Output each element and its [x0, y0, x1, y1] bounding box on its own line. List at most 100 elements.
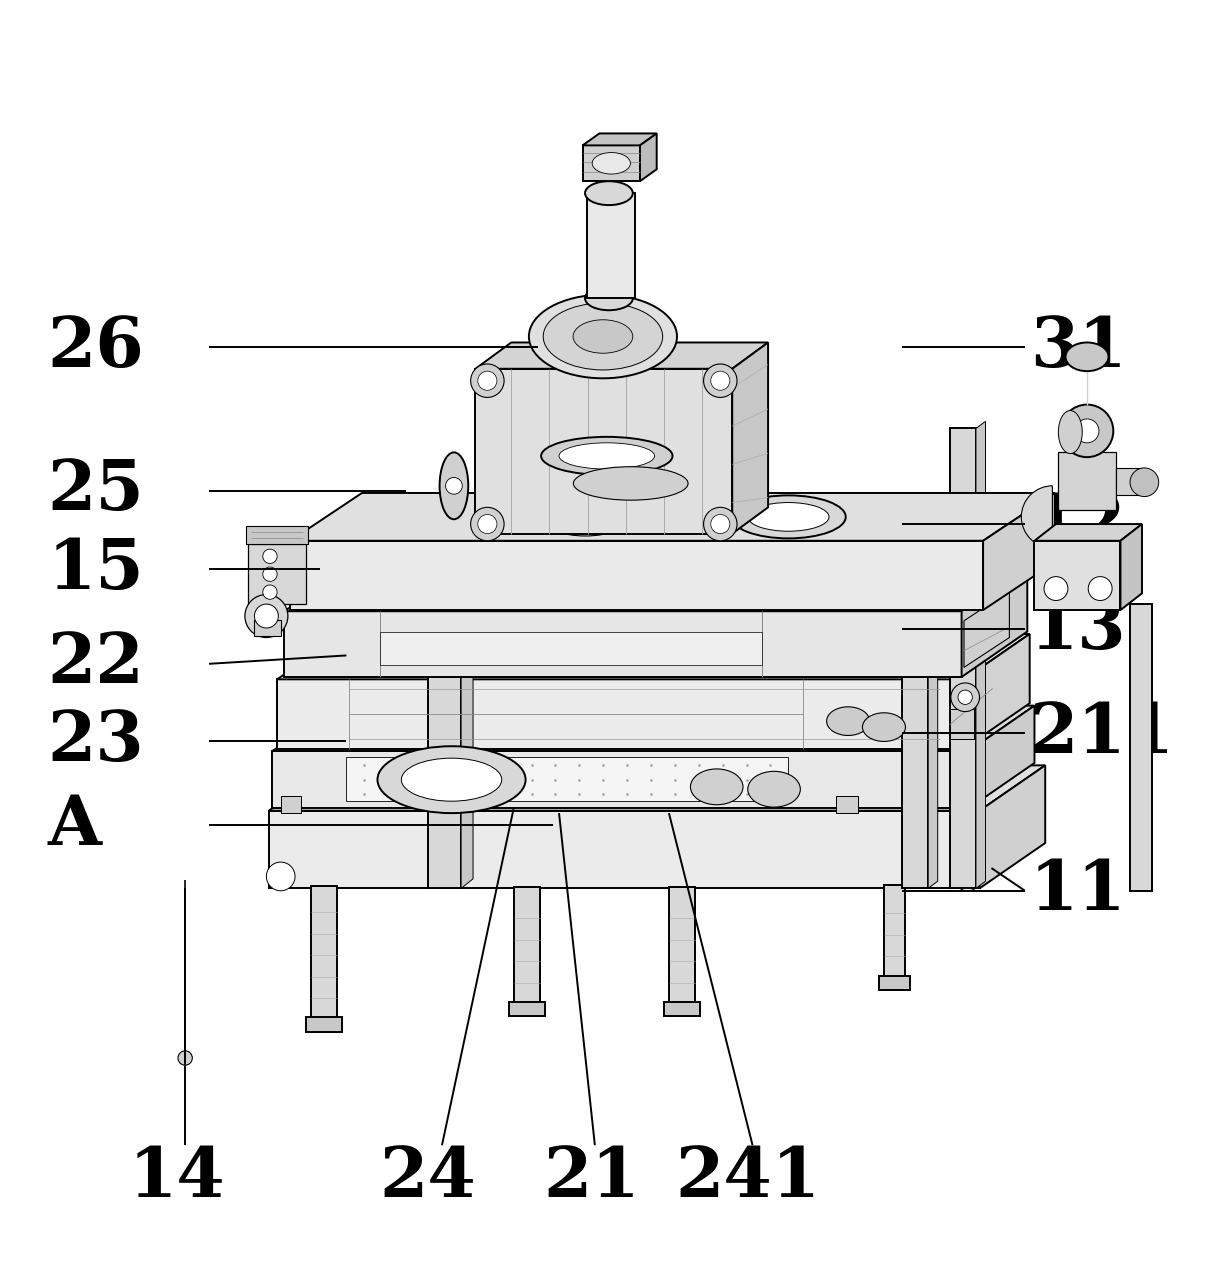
Wedge shape — [1021, 485, 1053, 548]
Ellipse shape — [1066, 342, 1108, 371]
Ellipse shape — [584, 286, 633, 310]
Circle shape — [263, 568, 277, 582]
Polygon shape — [311, 885, 336, 1032]
Ellipse shape — [748, 771, 800, 807]
Polygon shape — [1116, 468, 1145, 495]
Polygon shape — [509, 1001, 544, 1017]
Ellipse shape — [559, 443, 655, 468]
Text: 241: 241 — [675, 1144, 820, 1211]
Ellipse shape — [543, 502, 627, 535]
Polygon shape — [461, 524, 473, 888]
Ellipse shape — [1061, 404, 1113, 457]
Polygon shape — [964, 634, 1030, 749]
Ellipse shape — [906, 780, 945, 797]
Text: 21: 21 — [543, 1144, 640, 1211]
Circle shape — [1074, 420, 1099, 443]
Polygon shape — [290, 493, 1055, 541]
Polygon shape — [277, 634, 1030, 680]
Polygon shape — [1120, 524, 1142, 610]
Circle shape — [1044, 577, 1068, 601]
Ellipse shape — [402, 758, 502, 802]
Polygon shape — [272, 752, 969, 808]
Polygon shape — [583, 145, 640, 181]
Polygon shape — [964, 591, 1009, 668]
Circle shape — [703, 364, 737, 398]
Polygon shape — [284, 566, 1027, 611]
Text: 211: 211 — [1030, 700, 1175, 767]
Circle shape — [710, 515, 730, 534]
Polygon shape — [380, 632, 762, 665]
Circle shape — [471, 507, 505, 541]
Polygon shape — [248, 544, 306, 604]
Circle shape — [254, 604, 278, 628]
Text: 23: 23 — [47, 708, 144, 775]
Polygon shape — [983, 493, 1055, 610]
Ellipse shape — [592, 153, 630, 174]
Circle shape — [263, 550, 277, 564]
Text: 12: 12 — [1030, 490, 1127, 557]
Polygon shape — [640, 134, 657, 181]
Ellipse shape — [1059, 411, 1082, 453]
Ellipse shape — [731, 495, 846, 538]
Polygon shape — [664, 1001, 701, 1017]
Polygon shape — [290, 541, 983, 610]
Ellipse shape — [244, 595, 288, 637]
Text: 14: 14 — [129, 1144, 225, 1211]
Circle shape — [478, 515, 497, 534]
Ellipse shape — [826, 707, 870, 735]
Circle shape — [263, 586, 277, 600]
Polygon shape — [950, 709, 974, 739]
Circle shape — [445, 477, 462, 494]
Circle shape — [178, 1051, 192, 1066]
Polygon shape — [885, 884, 905, 990]
Polygon shape — [928, 526, 938, 888]
Text: 13: 13 — [1030, 596, 1127, 663]
Text: A: A — [47, 792, 102, 858]
Text: 26: 26 — [47, 314, 144, 381]
Circle shape — [958, 690, 973, 704]
Ellipse shape — [863, 713, 905, 741]
Ellipse shape — [294, 780, 332, 797]
Ellipse shape — [574, 319, 633, 353]
Polygon shape — [836, 797, 858, 813]
Polygon shape — [346, 757, 789, 802]
Polygon shape — [976, 421, 985, 888]
Polygon shape — [669, 887, 696, 1017]
Ellipse shape — [543, 302, 663, 369]
Circle shape — [710, 371, 730, 390]
Polygon shape — [306, 1018, 341, 1032]
Ellipse shape — [541, 436, 673, 475]
Text: 31: 31 — [1030, 314, 1127, 381]
Polygon shape — [901, 534, 928, 888]
Polygon shape — [254, 619, 281, 636]
Text: 25: 25 — [47, 457, 144, 524]
Polygon shape — [269, 766, 1045, 811]
Ellipse shape — [378, 746, 525, 813]
Ellipse shape — [439, 452, 468, 519]
Circle shape — [1088, 577, 1112, 601]
Circle shape — [471, 364, 505, 398]
Polygon shape — [277, 680, 964, 749]
Polygon shape — [880, 976, 910, 990]
Polygon shape — [1130, 604, 1152, 891]
Text: 15: 15 — [47, 535, 144, 602]
Polygon shape — [427, 534, 461, 888]
Text: 24: 24 — [380, 1144, 477, 1211]
Polygon shape — [514, 887, 540, 1017]
Ellipse shape — [584, 181, 633, 205]
Text: 22: 22 — [47, 631, 144, 698]
Polygon shape — [284, 611, 962, 677]
Ellipse shape — [748, 502, 829, 532]
Polygon shape — [246, 526, 309, 544]
Ellipse shape — [529, 295, 678, 378]
Ellipse shape — [582, 775, 624, 794]
Circle shape — [951, 683, 980, 712]
Polygon shape — [1059, 452, 1116, 510]
Polygon shape — [476, 342, 768, 369]
Polygon shape — [969, 705, 1035, 808]
Polygon shape — [583, 134, 657, 145]
Ellipse shape — [691, 768, 743, 804]
Polygon shape — [1035, 541, 1120, 610]
Circle shape — [478, 371, 497, 390]
Polygon shape — [980, 766, 1045, 888]
